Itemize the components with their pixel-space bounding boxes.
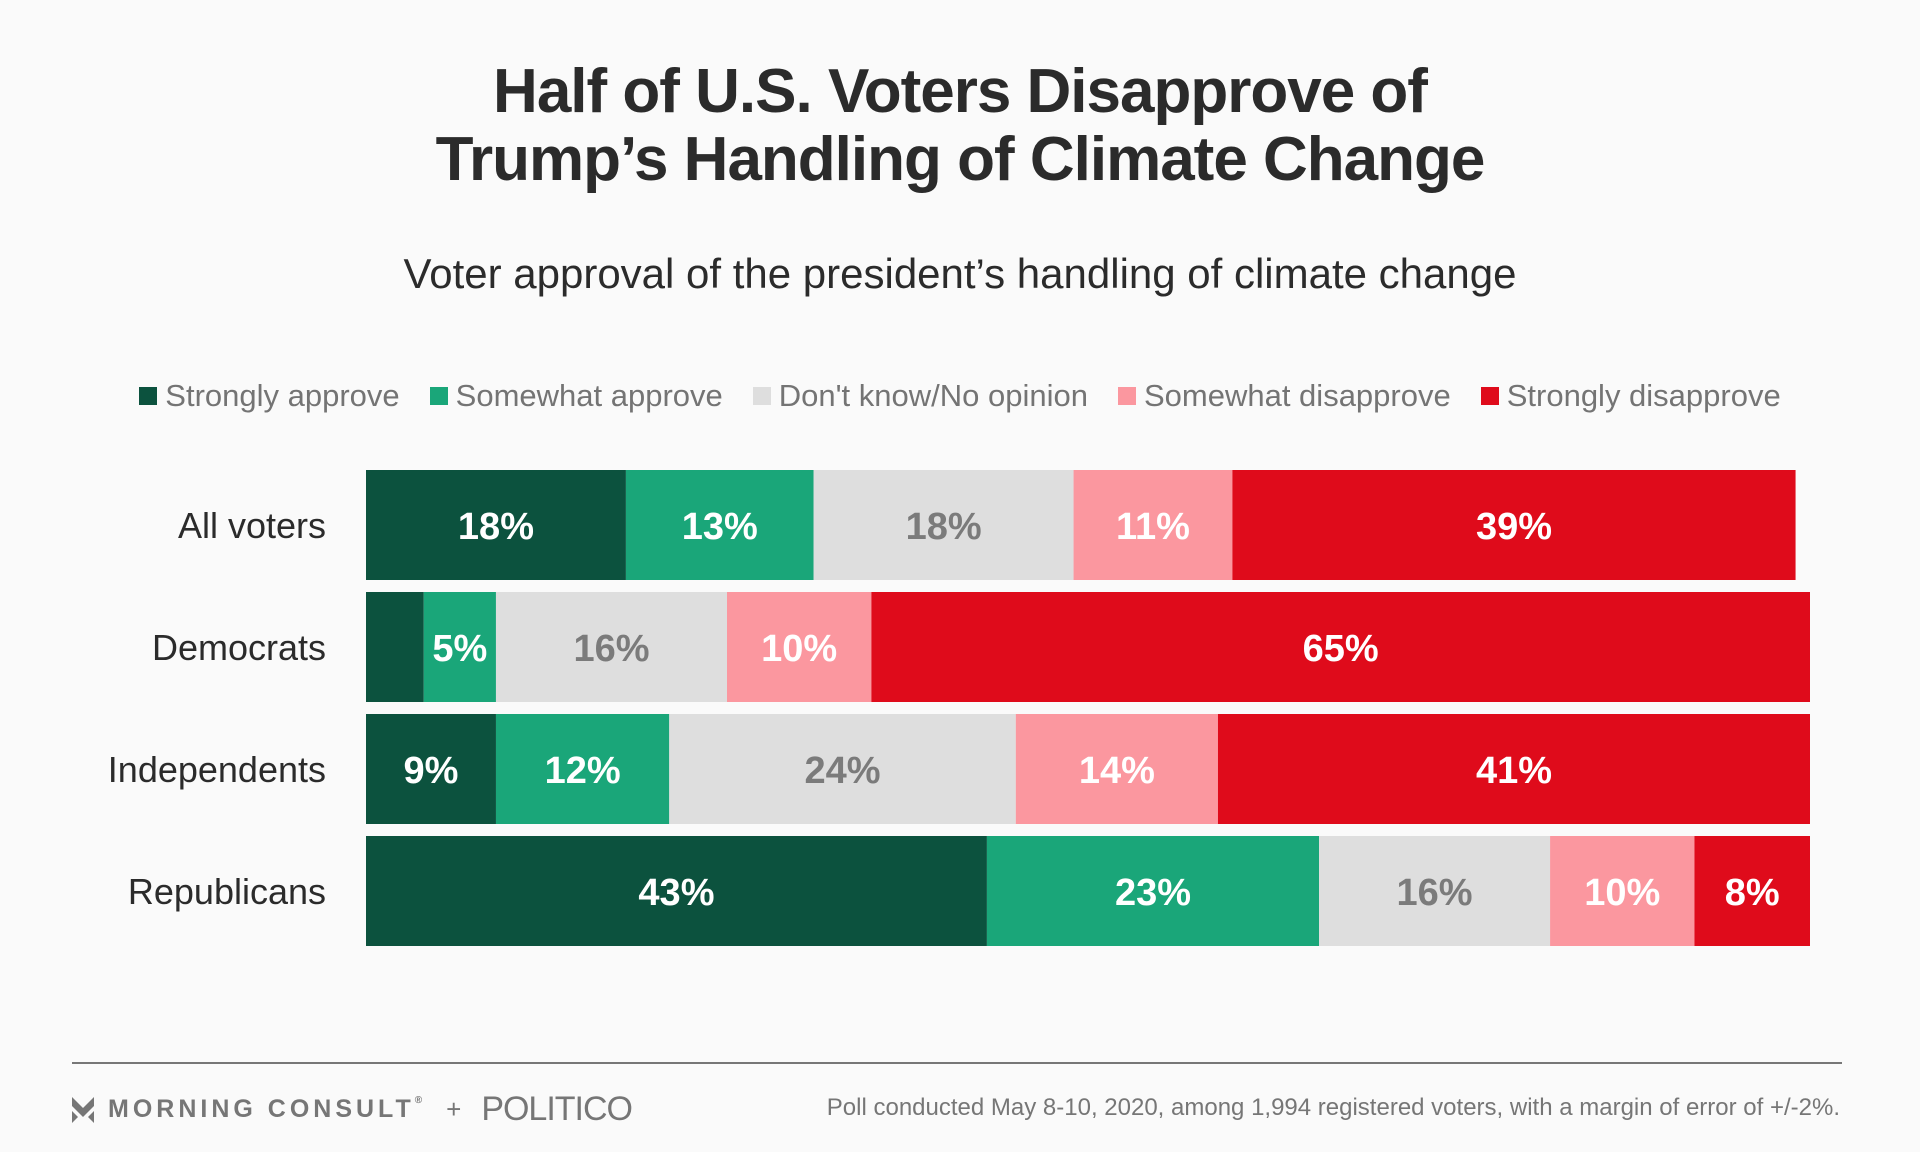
poll-footnote: Poll conducted May 8-10, 2020, among 1,9… bbox=[826, 1094, 1840, 1121]
bar-segment bbox=[366, 714, 496, 824]
bar-value-label: 16% bbox=[1397, 872, 1473, 914]
legend-label: Strongly disapprove bbox=[1506, 378, 1781, 413]
bar-segment bbox=[366, 470, 626, 580]
brand-logos: MORNING CONSULT® + POLITICO bbox=[72, 1090, 633, 1129]
politico-wordmark: POLITICO bbox=[481, 1090, 633, 1128]
bar-value-label: 14% bbox=[1079, 750, 1155, 792]
bar-value-label: 23% bbox=[1115, 872, 1191, 914]
bar-segment bbox=[366, 592, 424, 702]
registered-mark: ® bbox=[414, 1095, 427, 1106]
bar-value-label: 11% bbox=[1116, 506, 1190, 548]
morning-consult-text: MORNING CONSULT bbox=[108, 1095, 415, 1123]
bar-value-label: 65% bbox=[1303, 628, 1379, 670]
bar-segment bbox=[669, 714, 1016, 824]
bar-value-label: 12% bbox=[545, 750, 621, 792]
legend-item-strongly-disapprove: Strongly disapprove bbox=[1480, 378, 1781, 414]
legend-item-somewhat-approve: Somewhat approve bbox=[429, 378, 723, 414]
morning-consult-wordmark: MORNING CONSULT® bbox=[108, 1095, 426, 1124]
bar-segment bbox=[1694, 836, 1810, 946]
legend-label: Strongly approve bbox=[165, 378, 400, 413]
bar-value-label: 8% bbox=[1725, 872, 1780, 914]
legend-label: Don't know/No opinion bbox=[778, 378, 1088, 413]
bar-segment bbox=[495, 714, 670, 824]
chart-title-line-1: Half of U.S. Voters Disapprove of bbox=[493, 57, 1428, 126]
legend-label: Somewhat approve bbox=[455, 378, 723, 413]
bar-segment bbox=[1217, 714, 1810, 824]
bar-segment bbox=[871, 592, 1810, 702]
legend-item-dont-know: Don't know/No opinion bbox=[752, 378, 1088, 414]
row-label: Republicans bbox=[128, 871, 326, 912]
bar-segment bbox=[1232, 470, 1796, 580]
row-label: Democrats bbox=[152, 627, 326, 668]
bar-segment bbox=[1550, 836, 1695, 946]
chart-subtitle: Voter approval of the president’s handli… bbox=[403, 250, 1517, 297]
bar-segment bbox=[366, 836, 987, 946]
bar-value-label: 39% bbox=[1476, 506, 1552, 548]
legend-label: Somewhat disapprove bbox=[1143, 378, 1451, 413]
bar-value-label: 24% bbox=[804, 750, 880, 792]
legend-swatch bbox=[752, 387, 771, 405]
bar-segment bbox=[986, 836, 1320, 946]
bar-value-label: 18% bbox=[458, 506, 534, 548]
chart-title: Half of U.S. Voters Disapprove of Trump’… bbox=[0, 58, 1920, 194]
bar-value-label: 9% bbox=[404, 750, 459, 792]
legend-item-somewhat-disapprove: Somewhat disapprove bbox=[1117, 378, 1451, 414]
brand-plus: + bbox=[446, 1094, 462, 1124]
bar-segment bbox=[423, 592, 496, 702]
legend-swatch bbox=[1480, 387, 1499, 405]
morning-consult-logo-icon bbox=[72, 1096, 94, 1123]
bar-value-label: 43% bbox=[638, 872, 714, 914]
bar-segment bbox=[1015, 714, 1218, 824]
chart-title-line-2: Trump’s Handling of Climate Change bbox=[435, 125, 1486, 194]
bar-segment bbox=[1319, 836, 1551, 946]
row-label: Independents bbox=[108, 749, 326, 790]
bar-value-label: 16% bbox=[573, 628, 649, 670]
bar-segment bbox=[625, 470, 814, 580]
legend-item-strongly-approve: Strongly approve bbox=[139, 378, 400, 414]
bar-value-label: 10% bbox=[761, 628, 837, 670]
bar-value-label: 13% bbox=[682, 506, 758, 548]
bar-segment bbox=[495, 592, 727, 702]
bar-value-label: 5% bbox=[432, 628, 487, 670]
bar-value-label: 41% bbox=[1476, 750, 1552, 792]
bar-segment bbox=[813, 470, 1074, 580]
footer-divider bbox=[72, 1062, 1842, 1064]
bar-value-label: 10% bbox=[1584, 872, 1660, 914]
legend-swatch bbox=[139, 387, 158, 405]
bar-segment bbox=[727, 592, 872, 702]
bar-segment bbox=[1073, 470, 1233, 580]
bar-value-label: 18% bbox=[906, 506, 982, 548]
legend-swatch bbox=[1117, 387, 1136, 405]
legend: Strongly approve Somewhat approve Don't … bbox=[0, 378, 1920, 414]
row-label: All voters bbox=[178, 505, 326, 546]
legend-swatch bbox=[429, 387, 448, 405]
